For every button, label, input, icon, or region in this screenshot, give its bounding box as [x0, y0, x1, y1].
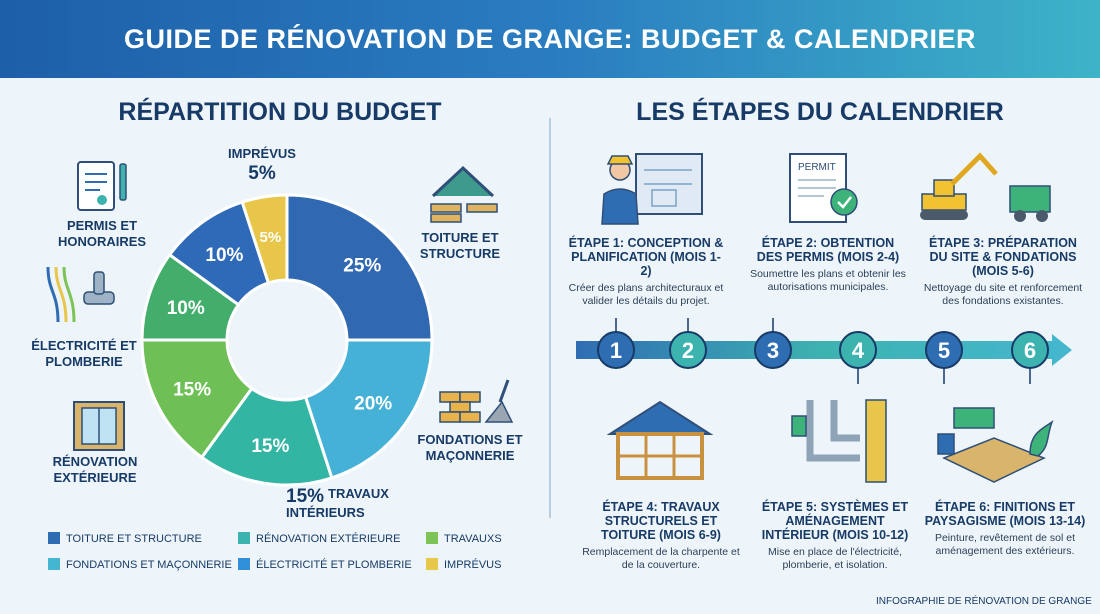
label-permis: PERMIS ET HONORAIRES — [57, 218, 147, 249]
pipes-wires-icon — [46, 266, 115, 323]
slice-value-label: 10% — [167, 298, 205, 319]
header-banner: GUIDE DE RÉNOVATION DE GRANGE: BUDGET & … — [0, 0, 1100, 78]
house-frame-icon — [606, 400, 714, 480]
timeline-node-number: 3 — [767, 338, 779, 363]
legend-item: TOITURE ET STRUCTURE — [48, 532, 202, 545]
legend-swatch — [238, 532, 250, 544]
step-1-title: ÉTAPE 1: CONCEPTION & PLANIFICATION (MOI… — [568, 236, 724, 278]
step-2-title: ÉTAPE 2: OBTENTION DES PERMIS (MOIS 2-4) — [756, 236, 900, 264]
step-1-desc: Créer des plans architecturaux et valide… — [568, 282, 724, 307]
label-toiture: TOITURE ET STRUCTURE — [419, 230, 501, 261]
step-6-title: ÉTAPE 6: FINITIONS ET PAYSAGISME (MOIS 1… — [924, 500, 1086, 528]
timeline-node-number: 5 — [938, 338, 950, 363]
timeline-title: LES ÉTAPES DU CALENDRIER — [636, 98, 1004, 126]
step-2: ÉTAPE 2: OBTENTION DES PERMIS (MOIS 2-4)… — [748, 236, 908, 294]
step-1: ÉTAPE 1: CONCEPTION & PLANIFICATION (MOI… — [566, 236, 726, 308]
step-6-desc: Peinture, revêtement de sol et aménageme… — [934, 532, 1076, 557]
timeline-node — [669, 331, 707, 369]
donut-slice — [140, 338, 254, 460]
document-icon — [77, 161, 127, 211]
step-3: ÉTAPE 3: PRÉPARATION DU SITE & FONDATION… — [920, 236, 1086, 308]
timeline-node — [925, 331, 963, 369]
legend-swatch — [238, 558, 250, 570]
timeline-bar — [576, 334, 1072, 366]
label-exterieure: RÉNOVATION EXTÉRIEURE — [52, 454, 138, 485]
label-imprevus: IMPRÉVUS 5% — [228, 146, 296, 184]
paint-finish-icon — [937, 407, 1054, 483]
legend-item: IMPRÉVUS — [426, 558, 501, 571]
step-6: ÉTAPE 6: FINITIONS ET PAYSAGISME (MOIS 1… — [922, 500, 1088, 558]
svg-text:PERMIT: PERMIT — [798, 162, 836, 173]
timeline-node — [597, 331, 635, 369]
legend-item: RÉNOVATION EXTÉRIEURE — [238, 532, 400, 545]
legend-swatch — [48, 558, 60, 570]
donut-slice — [303, 338, 434, 480]
budget-donut-chart: 25% 20% 15% 15% 10% 10% 5% — [140, 193, 434, 487]
donut-slice — [240, 193, 289, 285]
step-5-title: ÉTAPE 5: SYSTÈMES ET AMÉNAGEMENT INTÉRIE… — [761, 500, 909, 542]
window-icon — [73, 401, 125, 451]
excavator-icon — [920, 152, 1051, 222]
section-divider — [549, 118, 551, 518]
legend-swatch — [426, 558, 438, 570]
permit-document-icon: PERMIT — [789, 153, 858, 223]
footer-note: INFOGRAPHIE DE RÉNOVATION DE GRANGE — [876, 596, 1092, 607]
label-travaux: 15% TRAVAUX INTÉRIEURS — [286, 486, 389, 520]
timeline-node — [1011, 331, 1049, 369]
timeline-node — [839, 331, 877, 369]
timeline-node-number: 1 — [610, 338, 622, 363]
timeline-node-number: 2 — [682, 338, 694, 363]
step-2-desc: Soumettre les plans et obtenir les autor… — [750, 268, 906, 293]
chart-legend: TOITURE ET STRUCTURE RÉNOVATION EXTÉRIEU… — [48, 530, 528, 580]
budget-title: RÉPARTITION DU BUDGET — [118, 98, 442, 126]
timeline-node-number: 6 — [1024, 338, 1036, 363]
step-5: ÉTAPE 5: SYSTÈMES ET AMÉNAGEMENT INTÉRIE… — [752, 500, 918, 572]
step-4: ÉTAPE 4: TRAVAUX STRUCTURELS ET TOITURE … — [576, 500, 746, 572]
slice-value-label: 5% — [259, 229, 281, 246]
legend-item: TRAVAUXS — [426, 532, 502, 545]
roof-icon — [430, 165, 498, 223]
page-title: GUIDE DE RÉNOVATION DE GRANGE: BUDGET & … — [123, 24, 977, 54]
step-4-desc: Remplacement de la charpente et de la co… — [582, 546, 740, 571]
slice-value-label: 15% — [251, 436, 289, 457]
donut-slice — [285, 193, 434, 342]
slice-value-label: 20% — [354, 394, 392, 415]
bricks-trowel-icon — [439, 379, 514, 423]
legend-swatch — [48, 532, 60, 544]
step-3-desc: Nettoyage du site et renforcement des fo… — [923, 282, 1083, 307]
timeline-node-number: 4 — [852, 338, 865, 363]
step-5-desc: Mise en place de l'électricité, plomberi… — [768, 546, 902, 571]
timeline-node — [754, 331, 792, 369]
step-3-title: ÉTAPE 3: PRÉPARATION DU SITE & FONDATION… — [929, 236, 1077, 278]
legend-swatch — [426, 532, 438, 544]
slice-value-label: 25% — [343, 256, 381, 277]
slice-value-label: 10% — [205, 245, 243, 266]
legend-item: FONDATIONS ET MAÇONNERIE — [48, 558, 232, 571]
step-4-title: ÉTAPE 4: TRAVAUX STRUCTURELS ET TOITURE … — [601, 500, 721, 542]
legend-item: ÉLECTRICITÉ ET PLOMBERIE — [238, 558, 412, 571]
label-electricite: ÉLECTRICITÉ ET PLOMBERIE — [31, 338, 137, 369]
plumbing-electrical-icon — [791, 399, 887, 483]
label-fondations: FONDATIONS ET MAÇONNERIE — [417, 432, 523, 463]
architect-blueprint-icon — [601, 153, 703, 225]
slice-value-label: 15% — [173, 379, 211, 400]
